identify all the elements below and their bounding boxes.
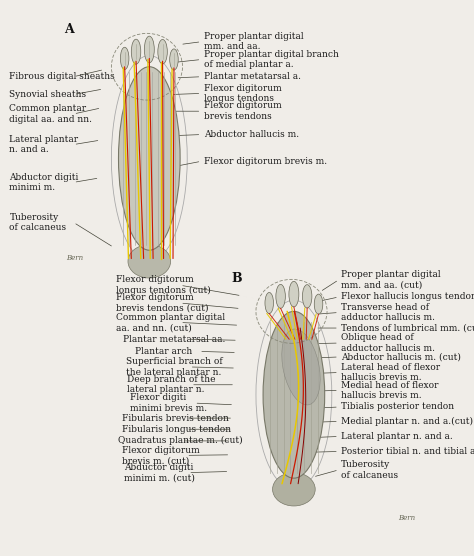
Text: B: B [231,272,242,285]
Text: Medial head of flexor
hallucis brevis m.: Medial head of flexor hallucis brevis m. [341,381,439,400]
Text: Plantar metatarsal aa.: Plantar metatarsal aa. [123,335,226,344]
Ellipse shape [276,285,285,308]
Text: Abductor hallucis m. (cut): Abductor hallucis m. (cut) [341,353,461,361]
Text: Proper plantar digital
mm. and aa. (cut): Proper plantar digital mm. and aa. (cut) [341,270,441,289]
Text: Lateral head of flexor
hallucis brevis m.: Lateral head of flexor hallucis brevis m… [341,363,440,382]
Text: Posterior tibial n. and tibial a.: Posterior tibial n. and tibial a. [341,447,474,456]
Text: Common plantar digital
aa. and nn. (cut): Common plantar digital aa. and nn. (cut) [116,313,225,332]
Text: Flexor digitorum
brevis m. (cut): Flexor digitorum brevis m. (cut) [122,446,200,465]
Text: Transverse head of
adductor hallucis m.: Transverse head of adductor hallucis m. [341,303,435,322]
Text: Common plantar
digital aa. and nn.: Common plantar digital aa. and nn. [9,105,92,123]
Text: Tendons of lumbrical mm. (cut): Tendons of lumbrical mm. (cut) [341,324,474,332]
Text: Synovial sheaths: Synovial sheaths [9,90,87,99]
Text: Bern: Bern [66,254,83,262]
Text: Abductor digiti
minimi m. (cut): Abductor digiti minimi m. (cut) [124,463,195,482]
Ellipse shape [273,473,315,506]
Text: Quadratus plantae m. (cut): Quadratus plantae m. (cut) [118,436,242,445]
Ellipse shape [302,285,312,308]
Ellipse shape [314,294,323,314]
Ellipse shape [128,245,171,278]
Text: Flexor digiti
minimi brevis m.: Flexor digiti minimi brevis m. [130,394,208,413]
Text: Proper plantar digital branch
of medial plantar a.: Proper plantar digital branch of medial … [204,50,339,69]
Text: Abductor hallucis m.: Abductor hallucis m. [204,130,299,139]
Text: Fibrous digital sheaths: Fibrous digital sheaths [9,72,115,81]
Text: Bern: Bern [398,514,415,522]
Ellipse shape [120,47,129,70]
Text: Lateral plantar n. and a.: Lateral plantar n. and a. [341,432,453,441]
Text: Flexor digitorum
brevis tendons: Flexor digitorum brevis tendons [204,102,282,121]
Text: Oblique head of
adductor hallucis m.: Oblique head of adductor hallucis m. [341,334,435,353]
Text: Flexor digitorum brevis m.: Flexor digitorum brevis m. [204,157,327,166]
Text: Flexor hallucis longus tendon: Flexor hallucis longus tendon [341,292,474,301]
Text: Plantar arch: Plantar arch [135,347,192,356]
Text: Tuberosity
of calcaneus: Tuberosity of calcaneus [341,460,399,479]
Text: Abductor digiti
minimi m.: Abductor digiti minimi m. [9,173,79,192]
Ellipse shape [265,292,273,314]
Text: Flexor digitorum
longus tendons: Flexor digitorum longus tendons [204,84,282,103]
Text: A: A [64,23,74,36]
Ellipse shape [131,39,141,64]
Text: Superficial branch of
the lateral plantar n.: Superficial branch of the lateral planta… [126,358,222,376]
Text: Lateral plantar
n. and a.: Lateral plantar n. and a. [9,135,79,154]
Ellipse shape [282,329,320,405]
Text: Tuberosity
of calcaneus: Tuberosity of calcaneus [9,213,67,232]
Text: Flexor digitorum
longus tendons (cut): Flexor digitorum longus tendons (cut) [116,275,211,295]
Text: Fibularis brevis tendon: Fibularis brevis tendon [122,414,229,423]
Text: Proper plantar digital
mm. and aa.: Proper plantar digital mm. and aa. [204,32,303,51]
Ellipse shape [263,311,325,478]
Ellipse shape [144,36,155,63]
Ellipse shape [289,281,299,307]
Text: Tibialis posterior tendon: Tibialis posterior tendon [341,403,455,411]
Text: Medial plantar n. and a.(cut): Medial plantar n. and a.(cut) [341,417,473,426]
Text: Plantar metatarsal a.: Plantar metatarsal a. [204,72,301,81]
Ellipse shape [170,49,178,70]
Text: Fibularis longus tendon: Fibularis longus tendon [122,425,231,434]
Ellipse shape [158,39,167,64]
Text: Deep branch of the
lateral plantar n.: Deep branch of the lateral plantar n. [127,375,216,394]
Text: Flexor digitorum
brevis tendons (cut): Flexor digitorum brevis tendons (cut) [116,294,209,312]
Ellipse shape [118,67,180,250]
